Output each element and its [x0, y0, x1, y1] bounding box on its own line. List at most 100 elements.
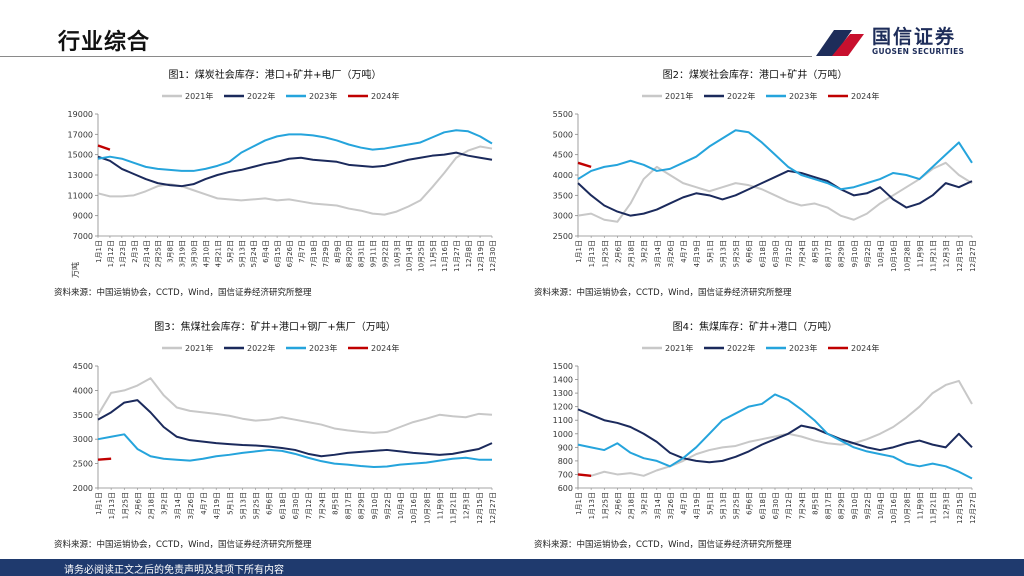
x-tick-label: 7月12日: [305, 492, 313, 519]
series-line-2024年: [577, 161, 592, 169]
figure-1-source: 资料来源：中国运销协会，CCTD，Wind，国信证券经济研究所整理: [54, 288, 312, 298]
x-tick-label: 7月7日: [298, 240, 306, 263]
x-tick-label: 11月9日: [436, 492, 444, 519]
figure-2-panel: 图2：煤炭社会库存：港口+矿井（万吨） 2021年 2022年 2023年 2024年…: [520, 62, 990, 302]
legend-label: 2021年: [185, 91, 213, 101]
y-tick-label: 1500: [553, 362, 573, 371]
x-tick-label: 7月29日: [322, 240, 330, 267]
x-tick-label: 2月3日: [131, 240, 139, 263]
legend-label: 2021年: [185, 343, 213, 353]
x-tick-label: 9月10日: [851, 492, 859, 519]
x-tick-label: 3月14日: [654, 492, 662, 519]
x-tick-label: 4月7日: [680, 492, 688, 515]
x-tick-label: 8月20日: [346, 240, 354, 267]
x-tick-label: 5月25日: [733, 240, 741, 267]
x-tick-label: 11月27日: [453, 240, 461, 272]
x-tick-label: 1月25日: [601, 492, 609, 519]
x-tick-label: 4月19日: [693, 240, 701, 267]
series-line-2022年: [97, 151, 493, 188]
y-tick-label: 3500: [553, 191, 573, 200]
x-tick-label: 8月9日: [334, 240, 342, 263]
x-tick-label: 5月13日: [239, 492, 247, 519]
x-tick-label: 3月30日: [191, 240, 199, 267]
y-tick-label: 4000: [553, 171, 573, 180]
figure-2-chart: 2021年 2022年 2023年 2024年 2500 3000 3500 4000 4500…: [553, 91, 977, 272]
figure-1-panel: 图1：煤炭社会库存：港口+矿井+电厂（万吨） 2021年 2022年 2023年 20…: [40, 62, 510, 302]
x-tick-label: 10月16日: [410, 492, 418, 524]
series-line-2021年: [577, 161, 973, 223]
x-tick-label: 5月25日: [253, 492, 261, 519]
y-tick-label: 19000: [68, 110, 93, 119]
x-tick-label: 8月5日: [811, 240, 819, 263]
x-tick-label: 1月25日: [121, 492, 129, 519]
x-tick-label: 8月29日: [358, 492, 366, 519]
x-tick-label: 10月28日: [903, 240, 911, 272]
y-axis-label: 万吨: [70, 262, 80, 278]
x-tick-label: 12月19日: [477, 240, 485, 272]
x-tick-label: 1月13日: [588, 240, 596, 267]
x-tick-label: 3月2日: [641, 492, 649, 515]
series-line-2022年: [97, 399, 493, 458]
y-tick-label: 3000: [553, 212, 573, 221]
x-tick-label: 6月30日: [292, 492, 300, 519]
x-tick-label: 11月9日: [916, 240, 924, 267]
x-tick-label: 8月17日: [825, 240, 833, 267]
legend-label: 2023年: [309, 91, 337, 101]
x-tick-label: 5月1日: [226, 492, 234, 515]
y-tick-label: 7000: [73, 232, 93, 241]
legend-label: 2022年: [247, 91, 275, 101]
x-tick-label: 7月12日: [785, 240, 793, 267]
y-tick-label: 2500: [553, 232, 573, 241]
series-line-2023年: [97, 433, 492, 469]
series-line-2024年: [97, 144, 111, 151]
x-tick-label: 12月3日: [943, 240, 951, 267]
x-tick-label: 3月8日: [167, 240, 175, 263]
x-tick-label: 6月18日: [759, 240, 767, 267]
legend-label: 2023年: [789, 91, 817, 101]
x-tick-label: 12月15日: [956, 240, 964, 272]
x-tick-label: 4月10日: [202, 240, 210, 267]
x-tick-label: 4月7日: [680, 240, 688, 263]
x-tick-label: 1月23日: [119, 240, 127, 267]
logo-subtitle: GUOSEN SECURITIES: [872, 47, 965, 56]
x-tick-label: 2月18日: [628, 240, 636, 267]
x-tick-label: 12月8日: [465, 240, 473, 267]
y-tick-label: 13000: [68, 171, 93, 180]
x-tick-label: 1月13日: [588, 492, 596, 519]
x-tick-label: 5月13日: [719, 240, 727, 267]
x-tick-label: 6月18日: [279, 492, 287, 519]
x-tick-label: 8月31日: [358, 240, 366, 267]
x-tick-label: 1月1日: [575, 492, 583, 515]
legend-label: 2024年: [371, 343, 399, 353]
x-tick-label: 8月29日: [838, 492, 846, 519]
series-line-2021年: [577, 379, 973, 477]
x-tick-label: 6月4日: [262, 240, 270, 263]
series-line-2023年: [577, 393, 973, 480]
x-tick-label: 10月25日: [417, 240, 425, 272]
x-tick-label: 3月26日: [667, 492, 675, 519]
x-tick-label: 3月19日: [179, 240, 187, 267]
y-tick-label: 15000: [68, 151, 93, 160]
footer-disclaimer: 请务必阅读正文之后的免责声明及其项下所有内容: [64, 565, 284, 576]
y-tick-label: 17000: [68, 130, 93, 139]
x-tick-label: 4月19日: [213, 492, 221, 519]
x-tick-label: 5月25日: [733, 492, 741, 519]
x-tick-label: 6月18日: [759, 492, 767, 519]
x-tick-label: 5月2日: [226, 240, 234, 263]
x-tick-label: 8月17日: [345, 492, 353, 519]
figure-3-title: 图3：焦煤社会库存：矿井+港口+钢厂+焦厂（万吨）: [154, 322, 396, 333]
legend-label: 2024年: [851, 91, 879, 101]
y-tick-label: 1000: [553, 430, 573, 439]
x-tick-label: 12月3日: [463, 492, 471, 519]
figure-4-source: 资料来源：中国运销协会，CCTD，Wind，国信证券经济研究所整理: [534, 540, 792, 550]
x-tick-label: 3月2日: [161, 492, 169, 515]
header-divider: [0, 56, 812, 57]
x-tick-label: 10月28日: [903, 492, 911, 524]
x-tick-label: 6月6日: [266, 492, 274, 515]
x-tick-label: 11月21日: [450, 492, 458, 524]
x-tick-label: 9月10日: [851, 240, 859, 267]
x-tick-label: 2月18日: [148, 492, 156, 519]
x-tick-label: 9月22日: [864, 492, 872, 519]
x-tick-label: 2月6日: [614, 492, 622, 515]
x-tick-label: 9月11日: [370, 240, 378, 267]
